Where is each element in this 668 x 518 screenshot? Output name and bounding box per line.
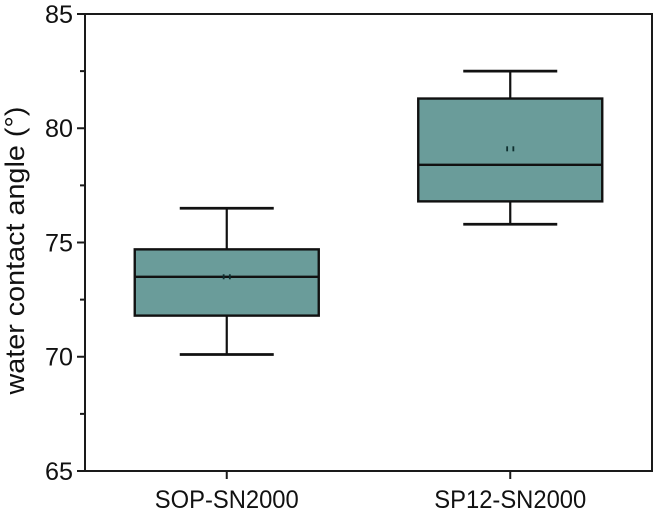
mean-marker — [222, 274, 225, 280]
mean-marker — [228, 274, 231, 280]
y-axis-tick-label: 70 — [45, 344, 73, 372]
box-rect — [417, 97, 604, 203]
y-axis-tick-label: 85 — [45, 1, 73, 29]
y-axis-title: water contact angle (°) — [0, 107, 30, 396]
mean-marker — [506, 146, 509, 152]
x-axis-category-label: SP12-SN2000 — [434, 486, 586, 514]
box-group-sop-sn2000 — [133, 206, 320, 356]
y-axis-tick-label: 80 — [45, 115, 73, 143]
box-rect — [133, 248, 320, 317]
y-axis-tick-label: 75 — [45, 229, 73, 257]
mean-marker — [512, 146, 515, 152]
plot-frame — [84, 13, 653, 472]
y-axis-tick-label: 65 — [45, 458, 73, 486]
x-axis-category-label: SOP-SN2000 — [155, 486, 299, 514]
box-group-sp12-sn2000 — [417, 69, 604, 226]
